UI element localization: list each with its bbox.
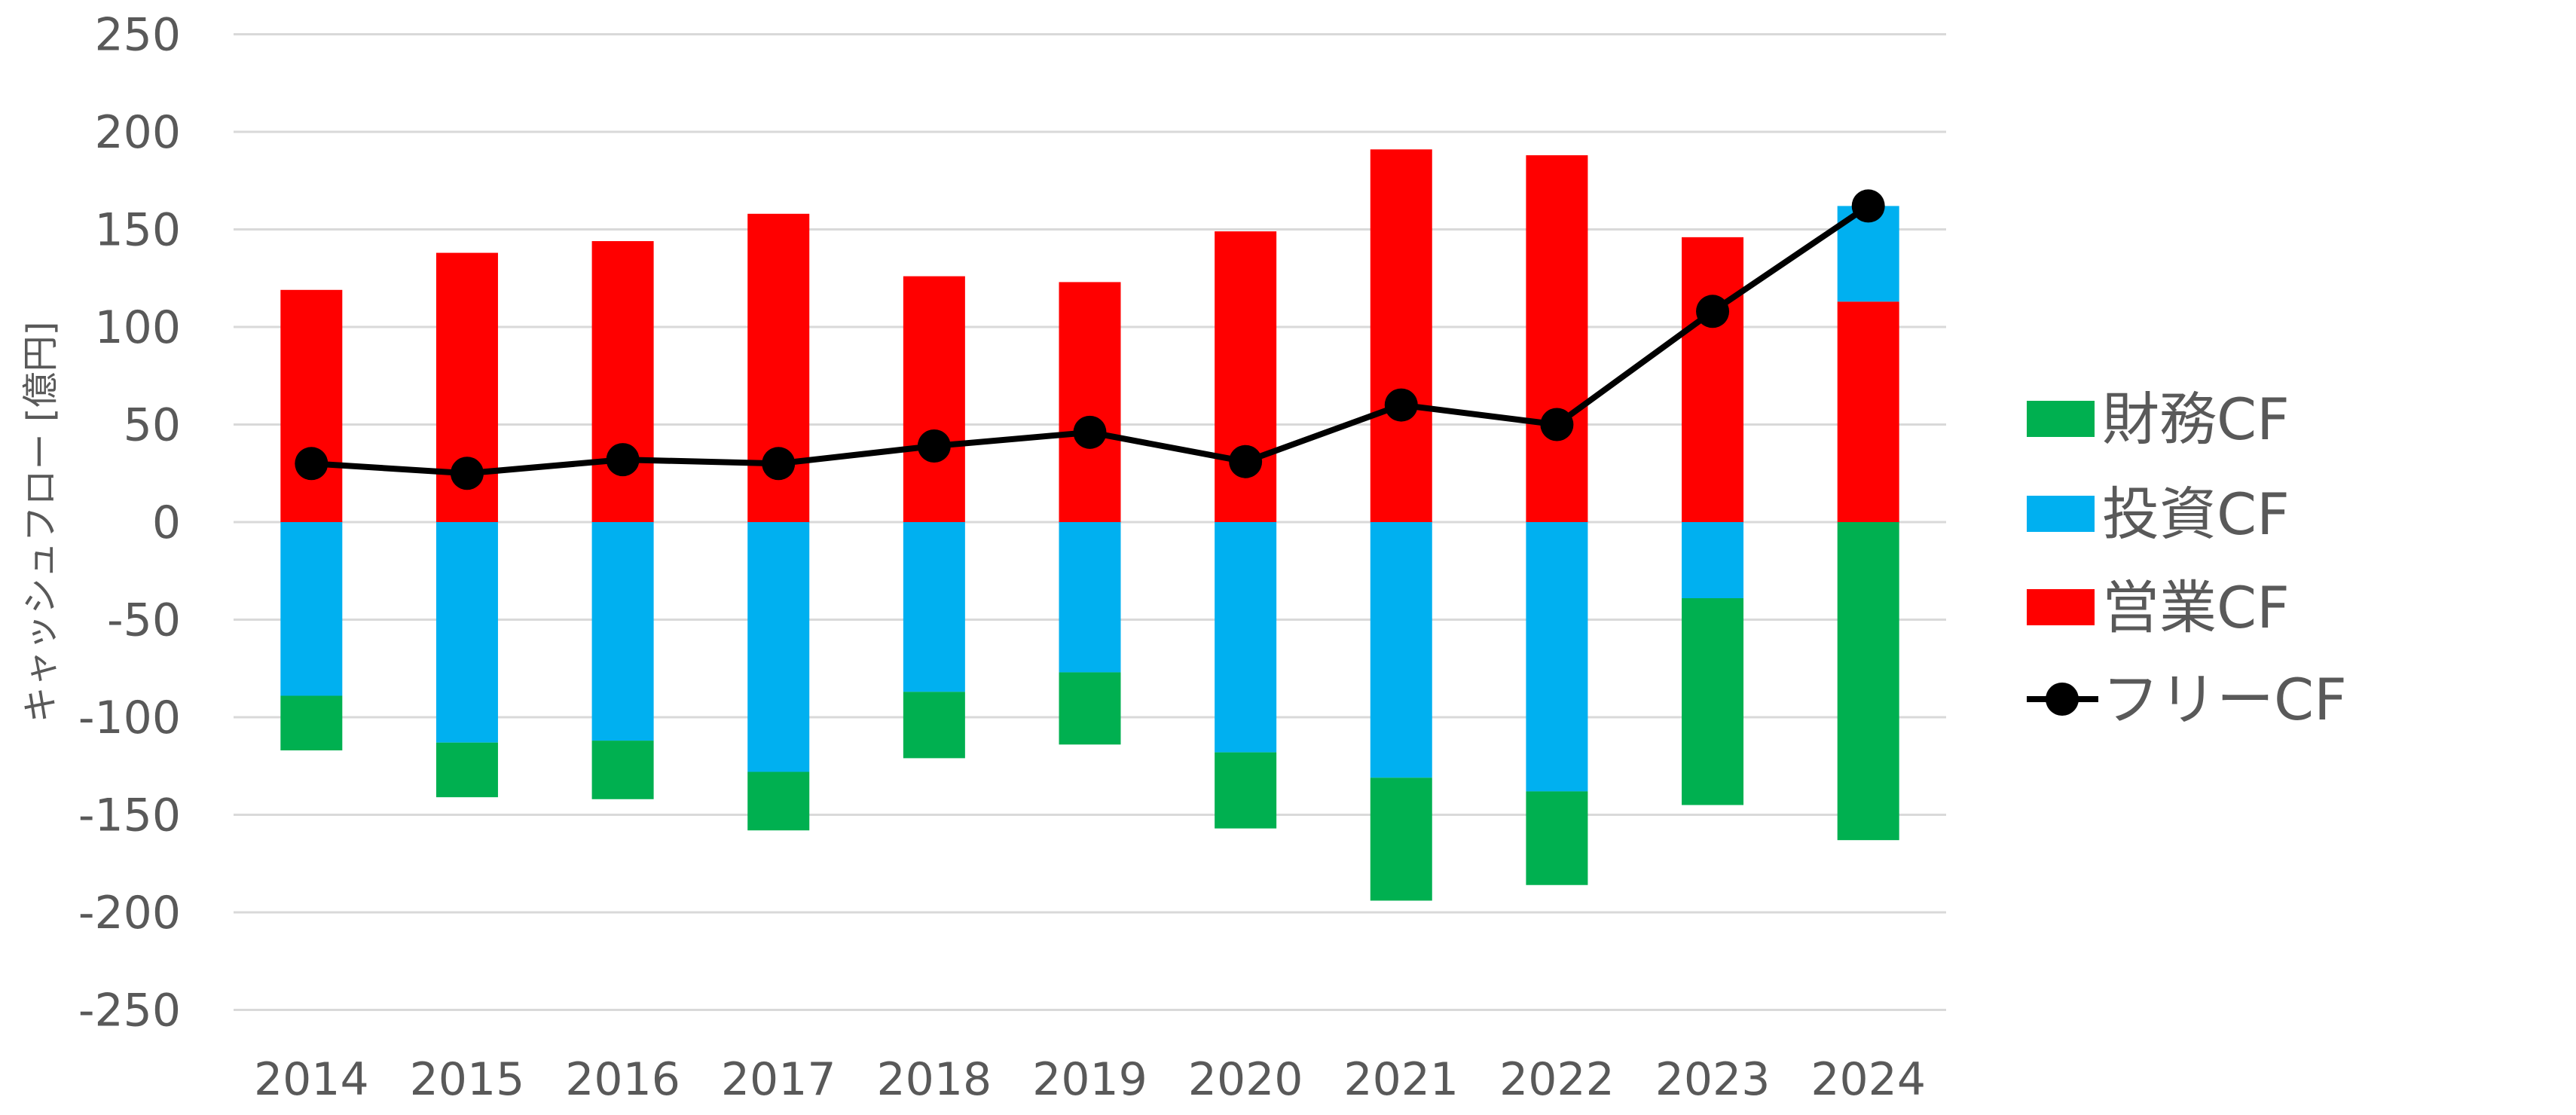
- bar-financing-2015: [435, 742, 498, 798]
- bar-financing-2018: [903, 692, 965, 759]
- x-tick-label: 2024: [1811, 1053, 1926, 1106]
- bar-investing-2017: [747, 522, 810, 772]
- x-tick-label: 2019: [1032, 1053, 1147, 1106]
- free-cf-point-2023: [1696, 295, 1730, 328]
- bar-financing-2021: [1370, 777, 1432, 901]
- y-tick-label: 100: [94, 301, 181, 354]
- bar-financing-2016: [591, 741, 654, 799]
- x-tick-label: 2021: [1343, 1053, 1459, 1106]
- bar-financing-2020: [1215, 752, 1277, 829]
- x-tick-label: 2018: [877, 1053, 992, 1106]
- free-cf-line: [295, 189, 1885, 490]
- bar-investing-2014: [280, 522, 343, 696]
- free-cf-point-2019: [1073, 415, 1107, 449]
- bar-investing-2019: [1059, 522, 1121, 673]
- bar-operating-2024: [1837, 301, 1899, 522]
- x-tick-label: 2015: [410, 1053, 525, 1106]
- bar-investing-2020: [1215, 522, 1277, 753]
- bar-investing-2021: [1370, 522, 1432, 778]
- y-tick-label: -50: [107, 594, 181, 647]
- bar-operating-2023: [1682, 237, 1744, 522]
- y-axis: -250 -200 -150 -100 -50 0 50 100 150 200 250: [78, 9, 181, 1037]
- legend-swatch: [2027, 401, 2095, 437]
- x-tick-label: 2022: [1499, 1053, 1615, 1106]
- y-tick-label: -150: [78, 790, 181, 842]
- x-tick-label: 2014: [254, 1053, 369, 1106]
- x-axis: 2014 2015 2016 2017 2018 2019 2020 2021 2022 2023…: [254, 1053, 1926, 1106]
- x-tick-label: 2020: [1188, 1053, 1303, 1106]
- bar-operating-2020: [1215, 231, 1277, 522]
- bar-operating-2014: [280, 289, 343, 522]
- y-axis-title: キャッシュフロー [億円]: [20, 322, 62, 723]
- bar-investing-2016: [591, 522, 654, 741]
- legend-swatch: [2027, 496, 2095, 532]
- bar-operating-2018: [903, 276, 965, 522]
- bar-financing-2019: [1059, 672, 1121, 745]
- legend-label: フリーCF: [2102, 666, 2347, 733]
- free-cf-point-2014: [295, 447, 328, 481]
- legend-label: 投資CF: [2102, 481, 2290, 548]
- free-cf-point-2018: [917, 429, 951, 463]
- bar-financing-2022: [1526, 791, 1588, 885]
- bar-operating-2021: [1370, 149, 1432, 522]
- bar-financing-2024: [1837, 522, 1899, 841]
- bars: [280, 149, 1899, 901]
- y-tick-label: 150: [94, 204, 181, 257]
- y-tick-label: -200: [78, 887, 181, 939]
- y-tick-label: -100: [78, 692, 181, 744]
- y-tick-label: 250: [94, 9, 181, 62]
- bar-financing-2023: [1682, 598, 1744, 805]
- bar-operating-2016: [591, 241, 654, 522]
- legend-swatch: [2027, 589, 2095, 625]
- free-cf-point-2024: [1851, 189, 1885, 223]
- y-tick-label: -250: [78, 985, 181, 1037]
- x-tick-label: 2023: [1655, 1053, 1771, 1106]
- bar-investing-2023: [1682, 522, 1744, 599]
- y-tick-label: 50: [124, 399, 181, 452]
- legend-marker: [2046, 683, 2079, 716]
- free-cf-point-2016: [606, 443, 640, 477]
- y-tick-label: 0: [152, 496, 181, 549]
- legend: 財務CF 投資CF 営業CF フリーCF: [2027, 386, 2347, 733]
- free-cf-point-2017: [762, 447, 796, 481]
- free-cf-point-2021: [1384, 388, 1418, 422]
- legend-label: 財務CF: [2102, 386, 2290, 453]
- bar-operating-2019: [1059, 282, 1121, 522]
- legend-label: 営業CF: [2102, 574, 2290, 641]
- free-cf-point-2022: [1540, 408, 1574, 441]
- free-cf-point-2020: [1229, 444, 1263, 478]
- bar-investing-2018: [903, 522, 965, 692]
- bar-financing-2014: [280, 695, 343, 751]
- bar-operating-2022: [1526, 155, 1588, 522]
- y-tick-label: 200: [94, 106, 181, 159]
- x-tick-label: 2016: [565, 1053, 680, 1106]
- bar-financing-2017: [747, 771, 810, 831]
- bar-investing-2022: [1526, 522, 1588, 792]
- x-tick-label: 2017: [721, 1053, 836, 1106]
- bar-investing-2015: [435, 522, 498, 743]
- free-cf-point-2015: [450, 457, 484, 490]
